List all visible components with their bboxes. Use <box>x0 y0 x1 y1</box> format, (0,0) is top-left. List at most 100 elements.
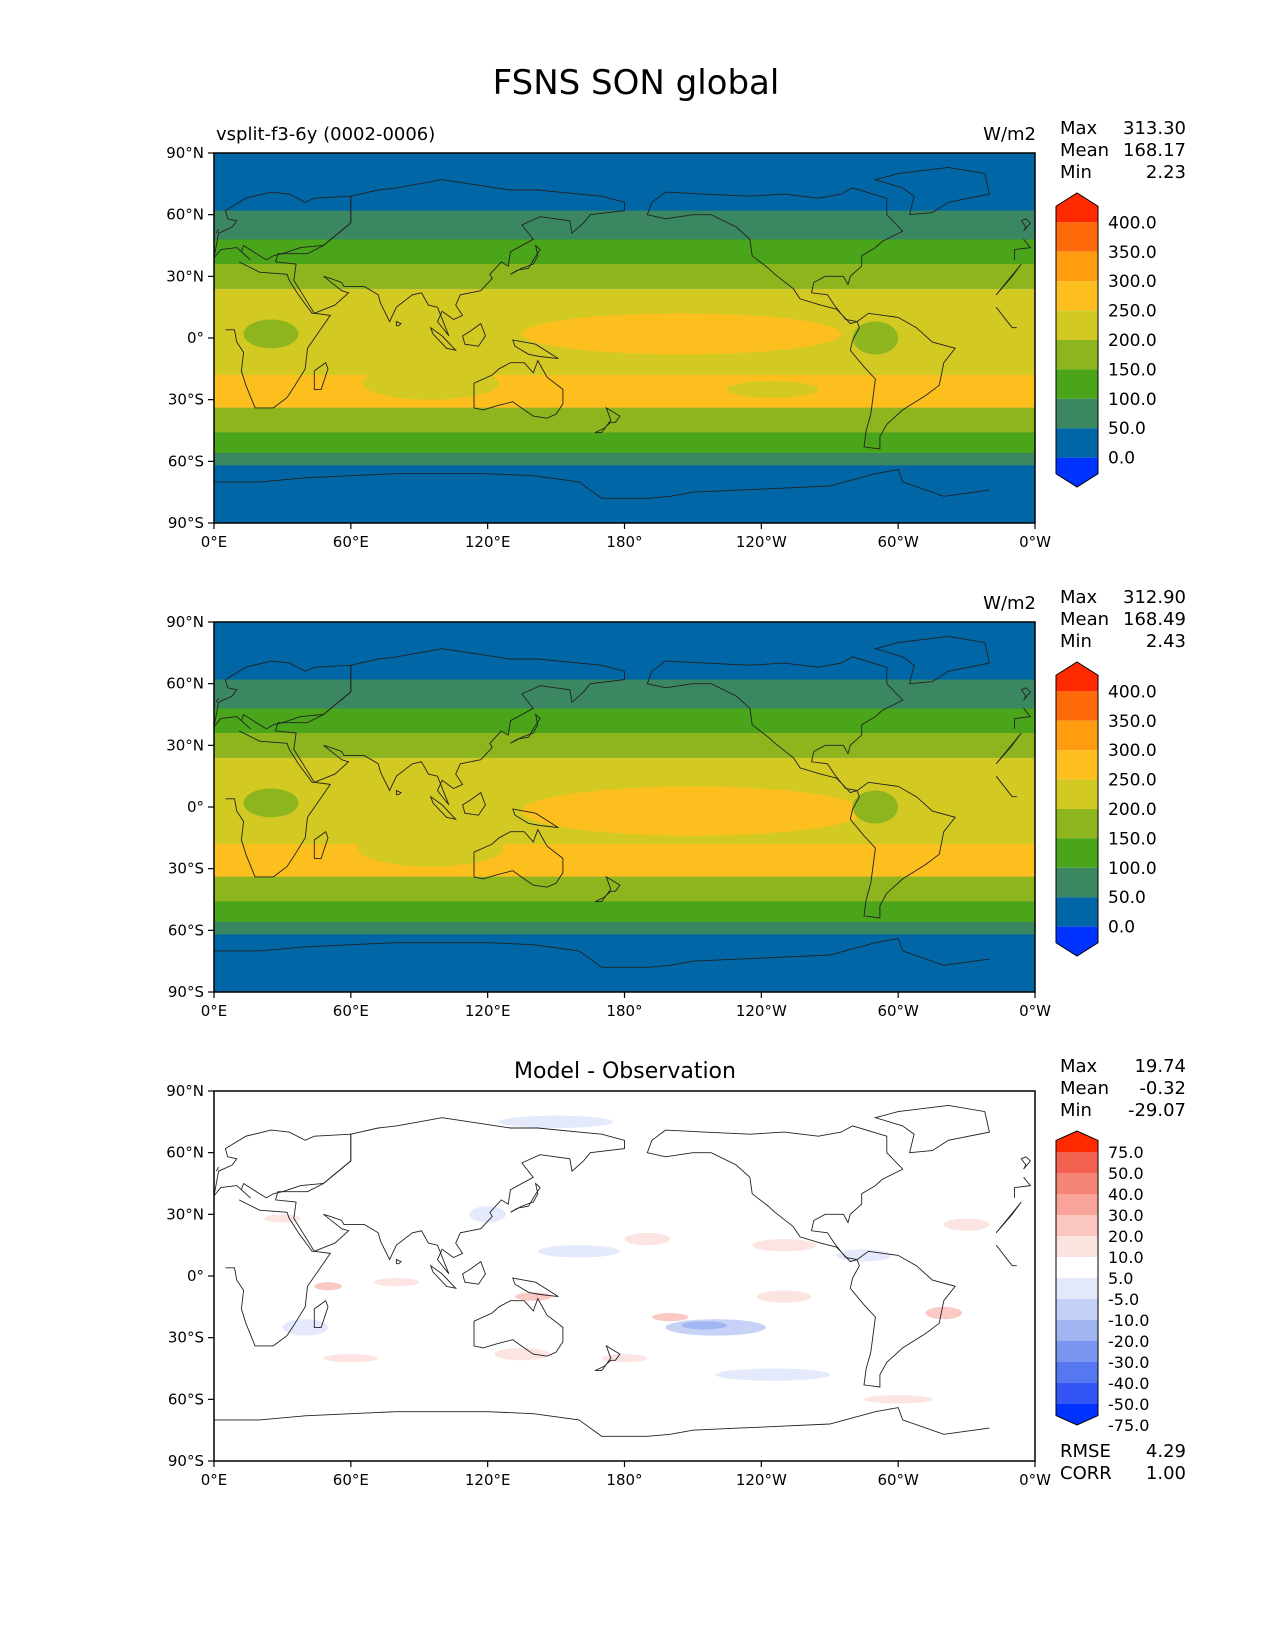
panel-1-colorbar-segment-0 <box>1056 193 1098 223</box>
panel-3-colorbar-segment-7 <box>1056 1278 1098 1299</box>
panel-1-colorbar: 400.0 350.0 300.0 250.0 200.0 150.0 100.0 50.0 0… <box>1055 192 1157 488</box>
panel-3-colorbar-segment-13 <box>1056 1404 1098 1425</box>
panel-1-band-6 <box>214 407 1035 433</box>
panel-2-colorbar-segment-8 <box>1056 897 1098 927</box>
panel-1-coastline-newzealand <box>594 406 621 434</box>
panel-1-y-tick-label-2: 30°N <box>166 267 204 285</box>
panel-3-x-tick-label-0: 0°E <box>201 1471 228 1489</box>
panel-1-coastline-madagascar2 <box>395 320 402 327</box>
panel-3-colorbar-label-0: 75.0 <box>1108 1143 1144 1162</box>
panel-3: Model - Observation Max 19.74 Mean -0.32… <box>166 1056 1186 1489</box>
panel-1-colorbar-label-5: 150.0 <box>1108 360 1157 380</box>
panel-1-colorbar-label-0: 400.0 <box>1108 213 1157 233</box>
panel-1-coastline-japan <box>510 244 541 275</box>
panel-1-coastline-madagascar <box>313 361 329 390</box>
panel-2-stat-max-value: 312.90 <box>1123 587 1186 608</box>
panel-1-band-9 <box>214 465 1035 523</box>
panel-1-coastline-africa <box>225 261 1022 409</box>
panel-2-y-tick-label-3: 0° <box>187 798 204 816</box>
panel-1-colorbar-label-6: 100.0 <box>1108 390 1157 410</box>
panel-1-colorbar-segment-7 <box>1056 398 1098 429</box>
panel-1-y-tick-label-6: 90°S <box>168 514 204 532</box>
panel-2-colorbar-label-1: 350.0 <box>1108 712 1157 732</box>
panel-2-coastline-madagascar <box>313 830 329 859</box>
panel-1-coastline-australia <box>473 359 564 419</box>
panel-3-stat-min-value: -29.07 <box>1128 1100 1186 1121</box>
panel-3-corr-label: CORR <box>1060 1463 1112 1484</box>
panel-3-y-tick-label-3: 0° <box>187 1267 204 1285</box>
panel-3-contour-patch-16 <box>494 1347 550 1361</box>
panel-3-x-tick-label-4: 120°W <box>736 1471 787 1489</box>
panel-2-band-9 <box>214 934 1035 992</box>
panel-3-coastline-borneo <box>462 1260 486 1285</box>
panel-2-colorbar-segment-6 <box>1056 838 1098 868</box>
panel-3-contour-patch-9 <box>624 1232 671 1246</box>
panel-3-coastline-newzealand <box>594 1344 621 1372</box>
panel-1-x-tick-label-0: 0°E <box>201 533 228 551</box>
panel-1-colorbar-label-1: 350.0 <box>1108 243 1157 263</box>
panel-3-stats: Max 19.74 Mean -0.32 Min -29.07 <box>1060 1056 1186 1121</box>
panel-2-colorbar-label-4: 200.0 <box>1108 800 1157 820</box>
panel-3-coastline-antarctica <box>214 1407 990 1437</box>
panel-3-colorbar-label-10: -30.0 <box>1108 1353 1149 1372</box>
panel-1-colorbar-segment-2 <box>1056 251 1098 282</box>
panel-3-colorbar-label-2: 40.0 <box>1108 1185 1144 1204</box>
panel-1-stat-min-label: Min <box>1060 162 1092 183</box>
panel-3-colorbar-label-6: 5.0 <box>1108 1269 1133 1288</box>
panel-1-y-tick-label-1: 60°N <box>166 206 204 224</box>
panel-1-coastline-sumatra <box>429 326 458 352</box>
panel-3-stat-mean-label: Mean <box>1060 1078 1109 1099</box>
panel-2-stats: Max 312.90 Mean 168.49 Min 2.43 <box>1060 587 1186 652</box>
panel-1-coastline-uk <box>215 218 1032 234</box>
panel-1-coastline-greenland <box>873 166 990 216</box>
figure-title: FSNS SON global <box>493 63 780 103</box>
panel-3-coastline-madagascar2 <box>395 1258 402 1265</box>
panel-2-coastline-namerica <box>646 656 904 794</box>
panel-2-contour-patch-1 <box>357 829 504 867</box>
panel-2-colorbar-segment-9 <box>1056 926 1098 956</box>
panel-1-stat-max-value: 313.30 <box>1123 118 1186 139</box>
panel-1-x-tick-label-5: 60°W <box>877 533 919 551</box>
panel-3-y-tick-label-1: 60°N <box>166 1144 204 1162</box>
panel-3-rmse-label: RMSE <box>1060 1441 1111 1462</box>
panel-1-colorbar-label-8: 0.0 <box>1108 449 1135 469</box>
panel-2-coastline-antarctica <box>214 938 990 968</box>
panel-1-coastline-namerica <box>646 187 904 325</box>
panel-1-y-tick-label-3: 0° <box>187 329 204 347</box>
panel-2-coastline-sumatra <box>429 795 458 821</box>
panel-2-stat-mean-label: Mean <box>1060 609 1109 630</box>
panel-1-colorbar-segment-3 <box>1056 281 1098 311</box>
panel-1-ticks: 0°E 60°E 120°E 180° 120°W 60°W 0°W 90°N 60°N 30°N… <box>166 144 1051 551</box>
panel-2-colorbar-label-0: 400.0 <box>1108 682 1157 702</box>
panel-3-stat-max-label: Max <box>1060 1056 1098 1077</box>
panel-3-title: Model - Observation <box>514 1059 736 1084</box>
panel-2-colorbar-segment-4 <box>1056 779 1098 809</box>
panel-3-colorbar-segment-12 <box>1056 1383 1098 1404</box>
panel-3-colorbar-segment-0 <box>1056 1131 1098 1152</box>
panel-3-coastline-africa <box>225 1199 1022 1347</box>
panel-2-colorbar-label-2: 300.0 <box>1108 741 1157 761</box>
panel-1-x-tick-label-6: 0°W <box>1019 533 1051 551</box>
panel-2-colorbar-label-6: 100.0 <box>1108 859 1157 879</box>
panel-1-map <box>214 153 1035 523</box>
panel-3-coastline-sumatra <box>429 1264 458 1290</box>
panel-3-x-tick-label-2: 120°E <box>465 1471 511 1489</box>
panel-1-contour-patch-3 <box>243 319 299 349</box>
panel-2-coastline-newguinea <box>512 808 559 829</box>
panel-2-coastline-asia <box>275 648 625 806</box>
panel-1-colorbar-label-3: 250.0 <box>1108 302 1157 322</box>
panel-3-colorbar-segment-4 <box>1056 1215 1098 1236</box>
panel-3-contour-patch-12 <box>651 1313 689 1322</box>
panel-2-contour-patch-3 <box>852 790 899 824</box>
panel-3-rmse-value: 4.29 <box>1146 1441 1186 1462</box>
panel-1-colorbar-segment-6 <box>1056 369 1098 399</box>
panel-1-left-label: vsplit-f3-6y (0002-0006) <box>216 124 435 145</box>
panel-3-contour-patch-2 <box>537 1245 620 1258</box>
panel-2-y-tick-label-4: 30°S <box>168 860 204 878</box>
panel-2-coastline-samerica <box>849 781 956 919</box>
panel-2-coastline-borneo <box>462 791 486 816</box>
panel-2-colorbar-label-5: 150.0 <box>1108 829 1157 849</box>
panel-1-coastline-samerica <box>849 312 956 450</box>
panel-3-x-tick-label-6: 0°W <box>1019 1471 1051 1489</box>
panel-1: vsplit-f3-6y (0002-0006) W/m2 Max 313.30… <box>166 118 1186 551</box>
